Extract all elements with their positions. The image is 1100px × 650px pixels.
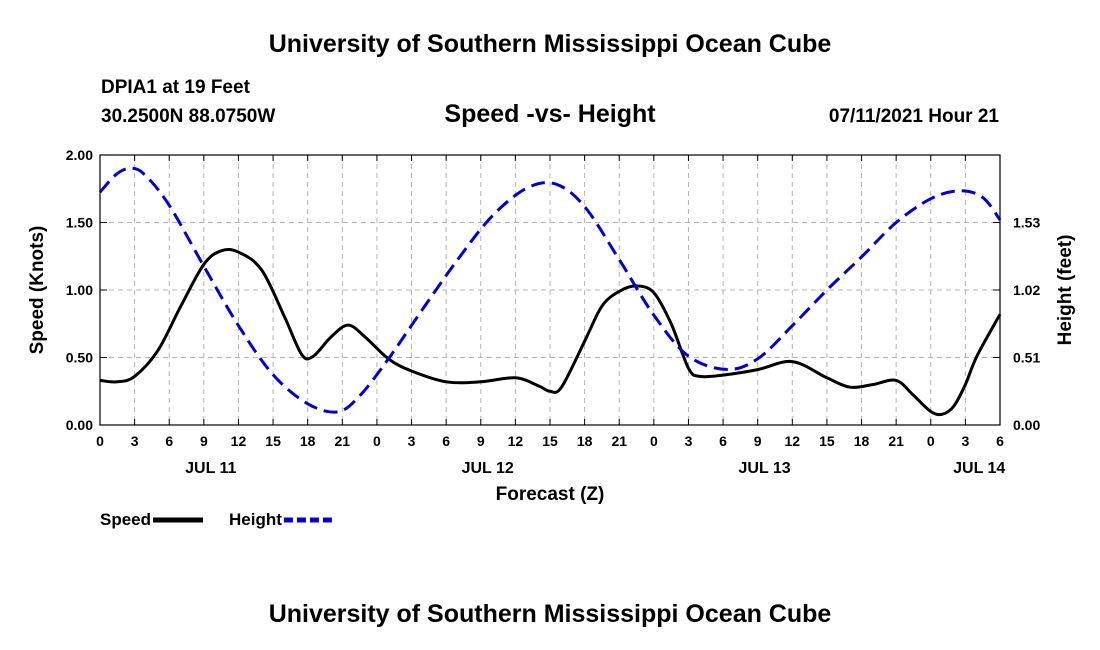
x-tick-label: 6	[719, 433, 727, 449]
x-tick-label: 6	[165, 433, 173, 449]
x-tick-label: 0	[927, 433, 935, 449]
y2-tick-label: 0.00	[1013, 417, 1040, 433]
x-tick-label: 3	[685, 433, 693, 449]
x-tick-label: 0	[373, 433, 381, 449]
chart-title: Speed -vs- Height	[444, 100, 656, 128]
y2-tick-label: 0.51	[1013, 350, 1040, 366]
x-tick-label: 6	[996, 433, 1004, 449]
x-tick-label: 18	[577, 433, 593, 449]
x-tick-label: 21	[888, 433, 904, 449]
series-layer	[98, 166, 1002, 417]
x-tick-label: 12	[508, 433, 524, 449]
legend-label-speed: Speed	[100, 510, 151, 529]
x-tick-label: 0	[96, 433, 104, 449]
x-tick-label: 15	[542, 433, 558, 449]
legend-label-height: Height	[229, 510, 282, 529]
x-tick-label: 21	[335, 433, 351, 449]
x-tick-label: 9	[477, 433, 485, 449]
x-day-label: JUL 11	[185, 460, 236, 477]
x-tick-label: 12	[231, 433, 247, 449]
y2-tick-label: 1.02	[1013, 282, 1040, 298]
forecast-timestamp: 07/11/2021 Hour 21	[828, 106, 999, 127]
station-coordinates: 30.2500N 88.0750W	[101, 106, 276, 127]
x-tick-label: 18	[854, 433, 870, 449]
y-tick-label: 1.00	[66, 282, 93, 298]
x-tick-label: 3	[408, 433, 416, 449]
x-tick-label: 12	[785, 433, 801, 449]
y-tick-label: 0.00	[66, 417, 93, 433]
x-tick-label: 3	[131, 433, 139, 449]
y-tick-label: 1.50	[66, 215, 93, 231]
footer-title: University of Southern Mississippi Ocean…	[268, 600, 832, 628]
y2-tick-label: 1.53	[1013, 215, 1040, 231]
series-line-speed	[99, 248, 1002, 417]
x-tick-label: 9	[200, 433, 208, 449]
x-day-label: JUL 13	[739, 460, 791, 477]
x-day-label: JUL 12	[462, 460, 514, 477]
x-tick-label: 18	[300, 433, 316, 449]
legend: Speed Height	[100, 510, 334, 529]
axes: 0 3 6 9 12 15 18 21 0 3 6 9 12 15 18 21 0 3 6 9 12 15 18 21 0 3 6J…	[66, 147, 1041, 477]
page-title: University of Southern Mississippi Ocean…	[268, 30, 832, 58]
x-tick-label: 15	[265, 433, 281, 449]
x-tick-label: 9	[754, 433, 762, 449]
y-tick-label: 2.00	[66, 147, 93, 163]
series-line-height	[98, 166, 1002, 414]
station-label: DPIA1 at 19 Feet	[101, 77, 250, 98]
x-tick-label: 6	[442, 433, 450, 449]
grid	[100, 155, 1000, 425]
y-tick-label: 0.50	[66, 350, 93, 366]
x-day-label: JUL 14	[953, 460, 1005, 477]
x-tick-label: 0	[650, 433, 658, 449]
x-tick-label: 3	[961, 433, 969, 449]
x-tick-label: 21	[611, 433, 627, 449]
y2-axis-label: Height (feet)	[1055, 235, 1076, 346]
y-axis-label: Speed (Knots)	[27, 226, 48, 355]
x-tick-label: 15	[819, 433, 835, 449]
x-axis-label: Forecast (Z)	[496, 484, 605, 505]
